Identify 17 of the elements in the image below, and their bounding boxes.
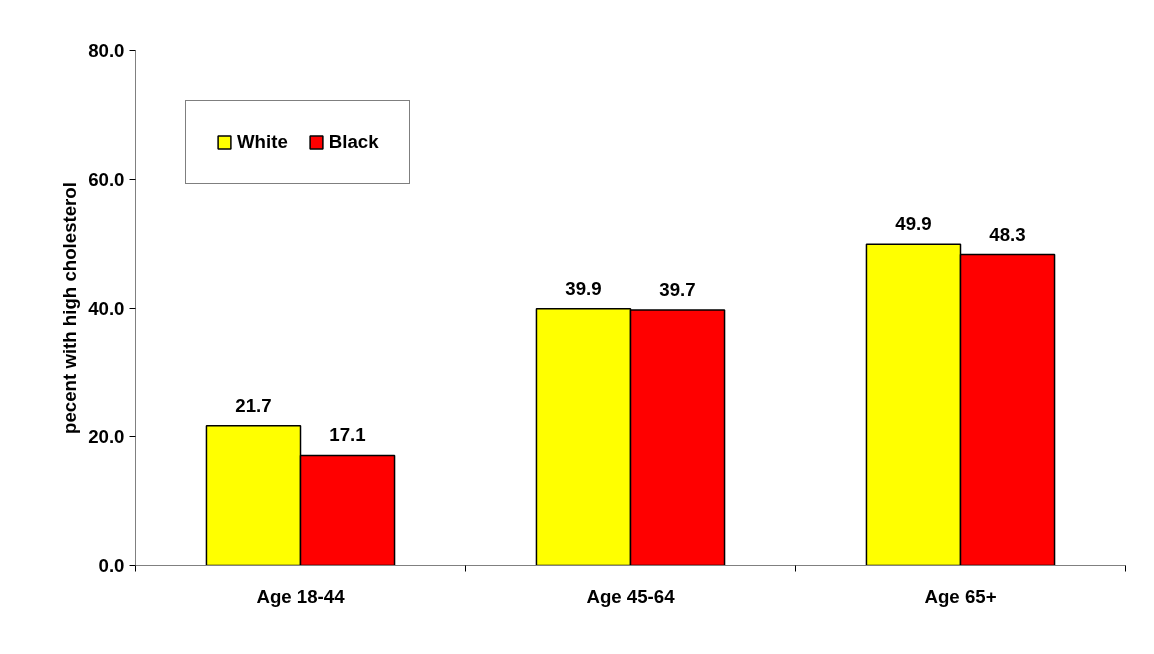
y-tick-label: 0.0 xyxy=(98,555,125,576)
data-label: 48.3 xyxy=(989,223,1026,245)
data-label: 17.1 xyxy=(329,424,366,446)
data-label: 49.9 xyxy=(895,213,932,235)
x-tick-label: Age 18-44 xyxy=(256,585,346,607)
x-tick-label: Age 45-64 xyxy=(586,585,676,607)
x-tick-label: Age 65+ xyxy=(924,585,997,607)
y-tick-label: 60.0 xyxy=(88,168,125,190)
legend-label: White xyxy=(237,131,288,153)
data-label: 21.7 xyxy=(235,394,272,416)
data-label: 39.9 xyxy=(565,277,602,299)
legend-label: Black xyxy=(328,131,379,153)
y-tick-label: 40.0 xyxy=(88,297,125,319)
data-label: 39.7 xyxy=(659,278,696,300)
y-tick-label: 80.0 xyxy=(88,40,125,61)
y-tick-label: 20.0 xyxy=(88,426,125,448)
y-axis-title: pecent with high cholesterol xyxy=(59,182,81,434)
